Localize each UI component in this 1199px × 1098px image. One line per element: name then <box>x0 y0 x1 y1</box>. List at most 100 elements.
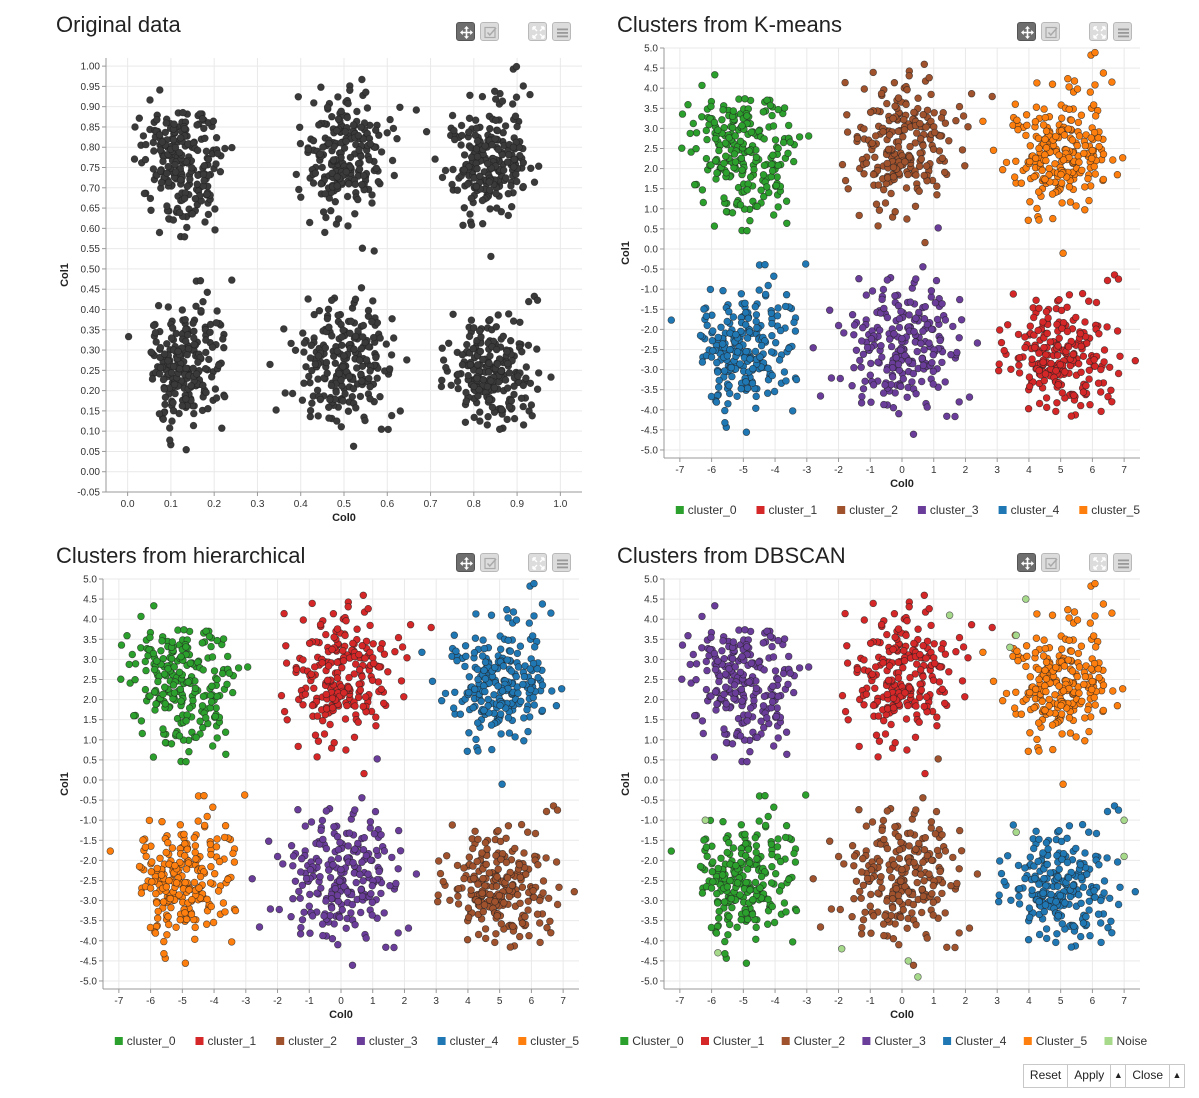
x-tick-label: 6 <box>1090 996 1096 1007</box>
data-point <box>780 368 789 376</box>
data-point <box>826 837 834 845</box>
legend-item[interactable]: cluster_0 <box>675 503 737 517</box>
data-point <box>1063 327 1072 336</box>
data-point <box>329 609 338 618</box>
data-point <box>1059 249 1067 257</box>
expand-icon[interactable] <box>528 22 547 41</box>
data-point <box>375 867 383 876</box>
data-point <box>955 929 963 937</box>
legend-item[interactable]: cluster_2 <box>276 1034 337 1048</box>
menu-icon[interactable] <box>1113 553 1132 572</box>
data-point <box>472 182 481 191</box>
legend-item[interactable]: cluster_1 <box>195 1034 257 1048</box>
y-axis-label: Col1 <box>620 772 632 796</box>
data-point <box>790 318 798 327</box>
y-tick-label: 0.10 <box>81 427 101 438</box>
data-point <box>343 701 351 710</box>
data-point <box>1058 179 1066 187</box>
menu-icon[interactable] <box>552 553 571 572</box>
data-point <box>369 640 377 648</box>
select-icon[interactable] <box>480 22 499 41</box>
data-point <box>1033 204 1041 213</box>
data-points <box>124 62 555 454</box>
data-point <box>341 631 349 640</box>
move-icon[interactable] <box>456 22 475 41</box>
data-point <box>862 822 871 830</box>
legend[interactable]: cluster_0 cluster_1 cluster_2 cluster_3 clus… <box>675 503 1141 517</box>
data-point <box>478 889 486 897</box>
data-point <box>1046 338 1054 346</box>
legend[interactable]: cluster_0 cluster_1 cluster_2 cluster_3 clus… <box>114 1034 580 1048</box>
data-point <box>171 168 180 176</box>
data-point <box>186 175 194 184</box>
data-point <box>731 132 740 140</box>
data-point <box>783 219 791 228</box>
data-point <box>938 685 946 693</box>
data-point <box>145 816 154 825</box>
data-point <box>390 943 398 952</box>
legend-item[interactable]: cluster_3 <box>917 503 979 517</box>
data-point <box>298 881 307 889</box>
data-point <box>159 898 168 906</box>
data-point <box>192 302 200 310</box>
data-point <box>184 331 192 339</box>
select-icon[interactable] <box>1041 553 1060 572</box>
data-point <box>156 343 165 352</box>
move-icon[interactable] <box>456 553 475 572</box>
data-point <box>208 682 216 690</box>
legend-item[interactable]: cluster_0 <box>114 1034 176 1048</box>
legend-item[interactable]: cluster_5 <box>1079 503 1140 517</box>
data-point <box>921 769 929 778</box>
data-point <box>912 921 920 929</box>
data-point <box>792 906 801 915</box>
expand-icon[interactable] <box>528 553 547 572</box>
data-point <box>936 132 944 140</box>
data-point <box>191 923 199 932</box>
select-icon[interactable] <box>480 553 499 572</box>
y-tick-label: 2.5 <box>83 675 97 686</box>
data-point <box>678 110 687 118</box>
data-point <box>172 923 180 931</box>
legend-item[interactable]: cluster_4 <box>998 503 1060 517</box>
data-point <box>949 322 957 331</box>
y-tick-label: -1.5 <box>641 836 659 847</box>
expand-icon[interactable] <box>1089 553 1108 572</box>
data-point <box>1099 69 1108 77</box>
data-point <box>1109 156 1117 164</box>
move-icon[interactable] <box>1017 22 1036 41</box>
legend-item[interactable]: cluster_5 <box>518 1034 579 1048</box>
data-point <box>178 306 187 314</box>
data-point <box>453 377 462 386</box>
data-point <box>300 339 309 347</box>
expand-icon[interactable] <box>1089 22 1108 41</box>
legend-item[interactable]: cluster_3 <box>356 1034 418 1048</box>
data-point <box>891 208 899 216</box>
data-point <box>159 725 167 733</box>
legend-item[interactable]: cluster_2 <box>837 503 898 517</box>
data-point <box>337 376 345 384</box>
data-point <box>512 170 520 179</box>
data-point <box>713 899 722 907</box>
data-point <box>209 117 218 125</box>
select-icon[interactable] <box>1041 22 1060 41</box>
menu-icon[interactable] <box>1113 22 1132 41</box>
data-point <box>453 861 462 870</box>
legend-item[interactable]: cluster_4 <box>437 1034 499 1048</box>
menu-icon[interactable] <box>552 22 571 41</box>
data-point <box>961 693 969 701</box>
data-point <box>512 62 521 71</box>
data-point <box>857 894 865 902</box>
data-point <box>721 419 729 427</box>
data-point <box>899 375 907 383</box>
data-point <box>315 121 323 129</box>
data-point <box>889 404 898 412</box>
data-point <box>875 206 884 214</box>
y-tick-label: -3.0 <box>80 896 98 907</box>
y-tick-label: 3.5 <box>644 635 658 646</box>
data-point <box>1035 144 1043 153</box>
move-icon[interactable] <box>1017 553 1036 572</box>
data-point <box>1091 81 1099 89</box>
data-point <box>328 169 336 177</box>
data-point <box>713 368 722 376</box>
legend-item[interactable]: cluster_1 <box>756 503 818 517</box>
